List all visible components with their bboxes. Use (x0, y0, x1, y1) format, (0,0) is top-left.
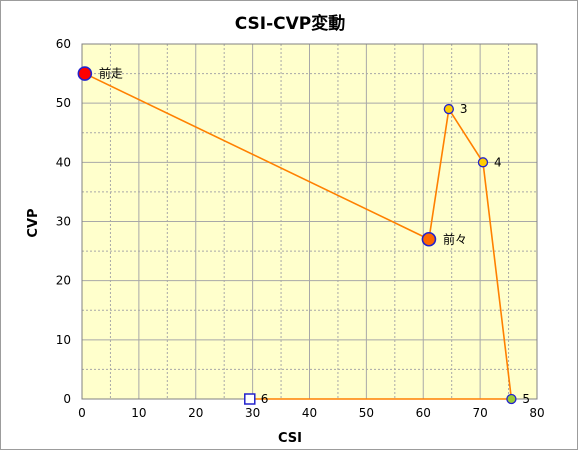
y-tick-label: 60 (56, 37, 71, 51)
x-tick-labels: 0 10 20 30 40 50 60 70 80 (78, 406, 544, 420)
series-line (84, 72, 513, 400)
data-point-label: 4 (494, 155, 502, 169)
x-tick-label: 60 (416, 406, 431, 420)
data-point-label: 前々 (443, 231, 467, 246)
x-tick-label: 10 (131, 406, 146, 420)
x-tick-label: 50 (359, 406, 374, 420)
data-point-marker (506, 393, 517, 405)
data-point-label: 5 (522, 392, 530, 406)
series-line-layer (84, 72, 513, 400)
y-tick-label: 40 (56, 155, 71, 169)
data-point-marker (244, 393, 256, 405)
x-tick-label: 0 (78, 406, 86, 420)
x-tick-label: 30 (245, 406, 260, 420)
data-point-marker (421, 231, 437, 247)
y-tick-label: 30 (56, 215, 71, 229)
data-point-marker (77, 66, 93, 81)
x-tick-label: 20 (188, 406, 203, 420)
y-axis-title: CVP (26, 208, 41, 237)
markers-layer (77, 66, 517, 405)
grid-lines (82, 44, 537, 399)
x-tick-label: 80 (529, 406, 544, 420)
x-tick-label: 40 (302, 406, 317, 420)
y-tick-label: 10 (56, 333, 71, 347)
data-point-marker (443, 103, 454, 115)
y-tick-label: 50 (56, 96, 71, 110)
chart-title: CSI-CVP変動 (235, 13, 346, 34)
y-tick-label: 0 (63, 392, 71, 406)
data-point-label: 前走 (99, 66, 123, 81)
y-tick-labels: 0 10 20 30 40 50 60 (56, 37, 71, 406)
data-point-label: 6 (261, 392, 269, 406)
data-point-marker (477, 157, 489, 168)
data-point-label: 3 (460, 102, 468, 116)
x-axis-title: CSI (278, 431, 302, 446)
y-tick-label: 20 (56, 274, 71, 288)
x-tick-label: 70 (472, 406, 487, 420)
